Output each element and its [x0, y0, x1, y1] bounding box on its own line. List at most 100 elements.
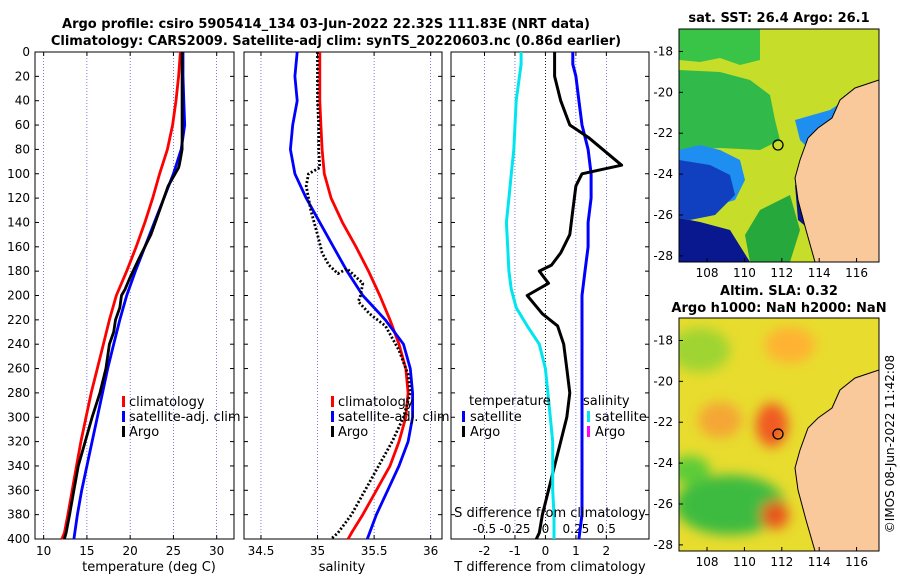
y-tick-label: 140 — [7, 215, 30, 229]
map-x-tick-label: 112 — [770, 555, 793, 569]
x-tick-label: 20 — [123, 544, 138, 558]
legend-swatch-t-satellite — [462, 411, 465, 422]
series-s-satellite — [504, 52, 556, 539]
sst-deep-blue — [679, 160, 735, 220]
y-tick-label: 40 — [15, 94, 30, 108]
y-tick-label: 320 — [7, 435, 30, 449]
x-tick-label: 2 — [603, 544, 611, 558]
y-tick-label: 100 — [7, 167, 30, 181]
legend-swatch-argo — [331, 426, 334, 437]
sst-land — [794, 79, 879, 262]
y-tick-label: 380 — [7, 508, 30, 522]
legend-swatch-argo — [122, 426, 125, 437]
series-argo — [63, 52, 184, 540]
series-satellite-adj-clim — [288, 51, 415, 540]
sst-argo-marker — [772, 139, 784, 151]
x-tick-label: 10 — [36, 544, 51, 558]
sst-green-south — [745, 195, 800, 262]
y-tick-label: 60 — [15, 118, 30, 132]
temperature-panel: 0 20 40 60 80 100 120 140 160 180 200 220 240 260 280 3… — [7, 45, 241, 575]
top-x-tick-label: 0.5 — [597, 522, 616, 536]
top-x-tick-label: 0.25 — [563, 522, 590, 536]
map-y-tick-label: -28 — [653, 249, 673, 263]
x-tick-label: 30 — [209, 544, 224, 558]
figure-title-line2: Climatology: CARS2009. Satellite-adj cli… — [51, 34, 621, 49]
top-x-tick-label: 0 — [542, 522, 550, 536]
y-tick-label: 340 — [7, 459, 30, 473]
legend-swatch-climatology — [122, 396, 125, 407]
y-tick-label: 220 — [7, 313, 30, 327]
sla-orange-blob-n — [765, 327, 815, 363]
sla-red-blob-s — [761, 501, 789, 529]
legend-swatch-s-satellite — [587, 411, 590, 422]
legend-s-satellite: satellite — [595, 410, 647, 425]
x-tick-label: 36 — [423, 544, 438, 558]
sla-orange-blob-w — [698, 402, 742, 438]
legend-argo: Argo — [338, 425, 368, 440]
x-tick-label: 35 — [310, 544, 325, 558]
map-y-tick-label: -24 — [653, 456, 673, 470]
figure-title-line1: Argo profile: csiro 5905414_134 03-Jun-2… — [62, 17, 590, 32]
map-y-tick-label: -26 — [653, 208, 673, 222]
x-tick-label: 15 — [79, 544, 94, 558]
map-y-tick-label: -18 — [653, 333, 673, 347]
map-x-tick-label: 110 — [733, 266, 756, 280]
salinity-xlabel: salinity — [319, 560, 366, 575]
legend-header-temperature: temperature — [469, 394, 551, 409]
series-argo — [304, 52, 412, 541]
y-tick-label: 160 — [7, 240, 30, 254]
map-y-tick-label: -24 — [653, 167, 673, 181]
sst-navy-patch — [679, 218, 750, 262]
sla-land — [794, 369, 879, 551]
sla-map-subtitle: Argo h1000: NaN h2000: NaN — [671, 301, 886, 316]
series-t-argo — [525, 52, 624, 540]
map-x-tick-label: 110 — [733, 555, 756, 569]
difference-axes-frame — [450, 51, 650, 540]
legend-s-argo: Argo — [595, 425, 625, 440]
map-y-tick-label: -22 — [653, 126, 673, 140]
top-x-tick-label: -0.25 — [499, 522, 530, 536]
map-y-tick-label: -28 — [653, 538, 673, 552]
map-x-tick-label: 112 — [770, 266, 793, 280]
legend-t-argo: Argo — [470, 425, 500, 440]
sst-map: sat. SST: 26.4 Argo: 26.1 108 110 112 114 11… — [653, 11, 880, 280]
map-x-tick-label: 108 — [696, 555, 719, 569]
sst-map-frame — [678, 28, 880, 263]
map-x-tick-label: 114 — [808, 555, 831, 569]
y-tick-label: 280 — [7, 386, 30, 400]
legend-t-satellite: satellite — [470, 410, 522, 425]
temperature-axes-frame — [34, 51, 235, 540]
legend-swatch-s-argo — [587, 426, 590, 437]
sla-argo-marker — [772, 428, 784, 440]
map-y-tick-label: -26 — [653, 497, 673, 511]
map-x-tick-label: 114 — [808, 266, 831, 280]
map-y-tick-label: -22 — [653, 415, 673, 429]
top-x-tick-label: -0.5 — [473, 522, 496, 536]
legend-climatology: climatology — [338, 395, 414, 410]
x-tick-label: -2 — [479, 544, 491, 558]
sla-map-title: Altim. SLA: 0.32 — [720, 284, 838, 299]
y-tick-label: 240 — [7, 337, 30, 351]
x-tick-label: 34.5 — [248, 544, 275, 558]
y-tick-label: 120 — [7, 191, 30, 205]
legend-argo: Argo — [129, 425, 159, 440]
legend-satellite: satellite-adj. clim — [129, 410, 241, 425]
map-y-tick-label: -20 — [653, 374, 673, 388]
sla-green-blob-nw — [679, 328, 730, 372]
sla-green-blob-s — [679, 475, 785, 535]
x-tick-label: 0 — [542, 544, 550, 558]
difference-panel: -2 -1 0 1 2 -0.5 -0.25 0 0.25 0.5 T difference fr… — [450, 51, 650, 575]
salinity-legend: climatology satellite-adj. clim Argo — [331, 395, 450, 440]
series-climatology — [318, 52, 410, 540]
y-tick-label: 360 — [7, 483, 30, 497]
map-x-tick-label: 116 — [845, 266, 868, 280]
sla-map-frame — [678, 317, 880, 552]
sla-green-blob-sw — [679, 456, 710, 484]
legend-satellite: satellite-adj. clim — [338, 410, 450, 425]
series-satellite-adj-clim — [72, 52, 187, 540]
map-y-tick-label: -18 — [653, 44, 673, 58]
x-tick-label: 1 — [572, 544, 580, 558]
imos-timestamp: ©IMOS 08-Jun-2022 11:42:08 — [883, 355, 897, 533]
map-x-tick-label: 116 — [845, 555, 868, 569]
